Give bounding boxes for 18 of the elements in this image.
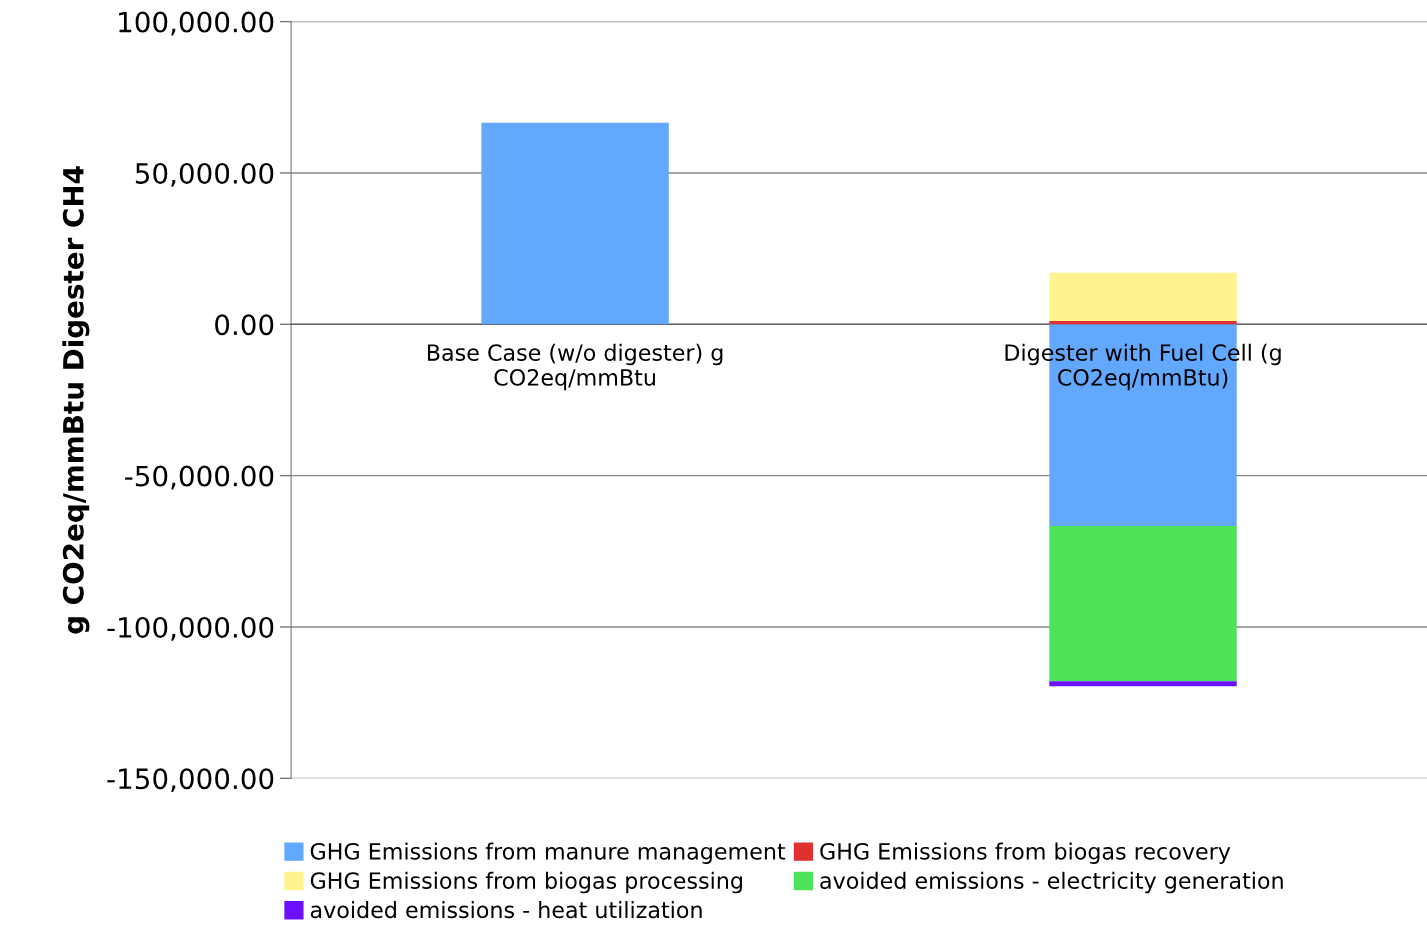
y-tick-label: -50,000.00 — [125, 465, 274, 490]
y-tick-label: -150,000.00 — [107, 768, 274, 793]
bar — [1049, 320, 1237, 325]
y-tick-label: 0.00 — [215, 314, 274, 336]
y-tick-label: 100,000.00 — [119, 11, 274, 36]
legend-label: GHG Emissions from biogas recovery — [820, 842, 1231, 865]
y-tick-label: -100,000.00 — [107, 616, 274, 641]
x-tick-label: Base Case (w/o digester) g CO2eq/mmBtu — [427, 343, 723, 391]
bar — [1049, 681, 1237, 687]
bar — [1049, 272, 1237, 321]
legend-label: GHG Emissions from manure management — [310, 842, 786, 865]
bar — [481, 122, 669, 325]
y-tick-label: 50,000.00 — [135, 162, 274, 187]
legend-label: GHG Emissions from biogas processing — [310, 871, 742, 894]
legend-label: avoided emissions - electricity generation — [820, 871, 1283, 894]
bar — [1049, 525, 1237, 682]
y-axis-title: g CO2eq/mmBtu Digester CH4 — [62, 166, 90, 634]
legend-label: avoided emissions - heat utilization — [310, 901, 702, 919]
